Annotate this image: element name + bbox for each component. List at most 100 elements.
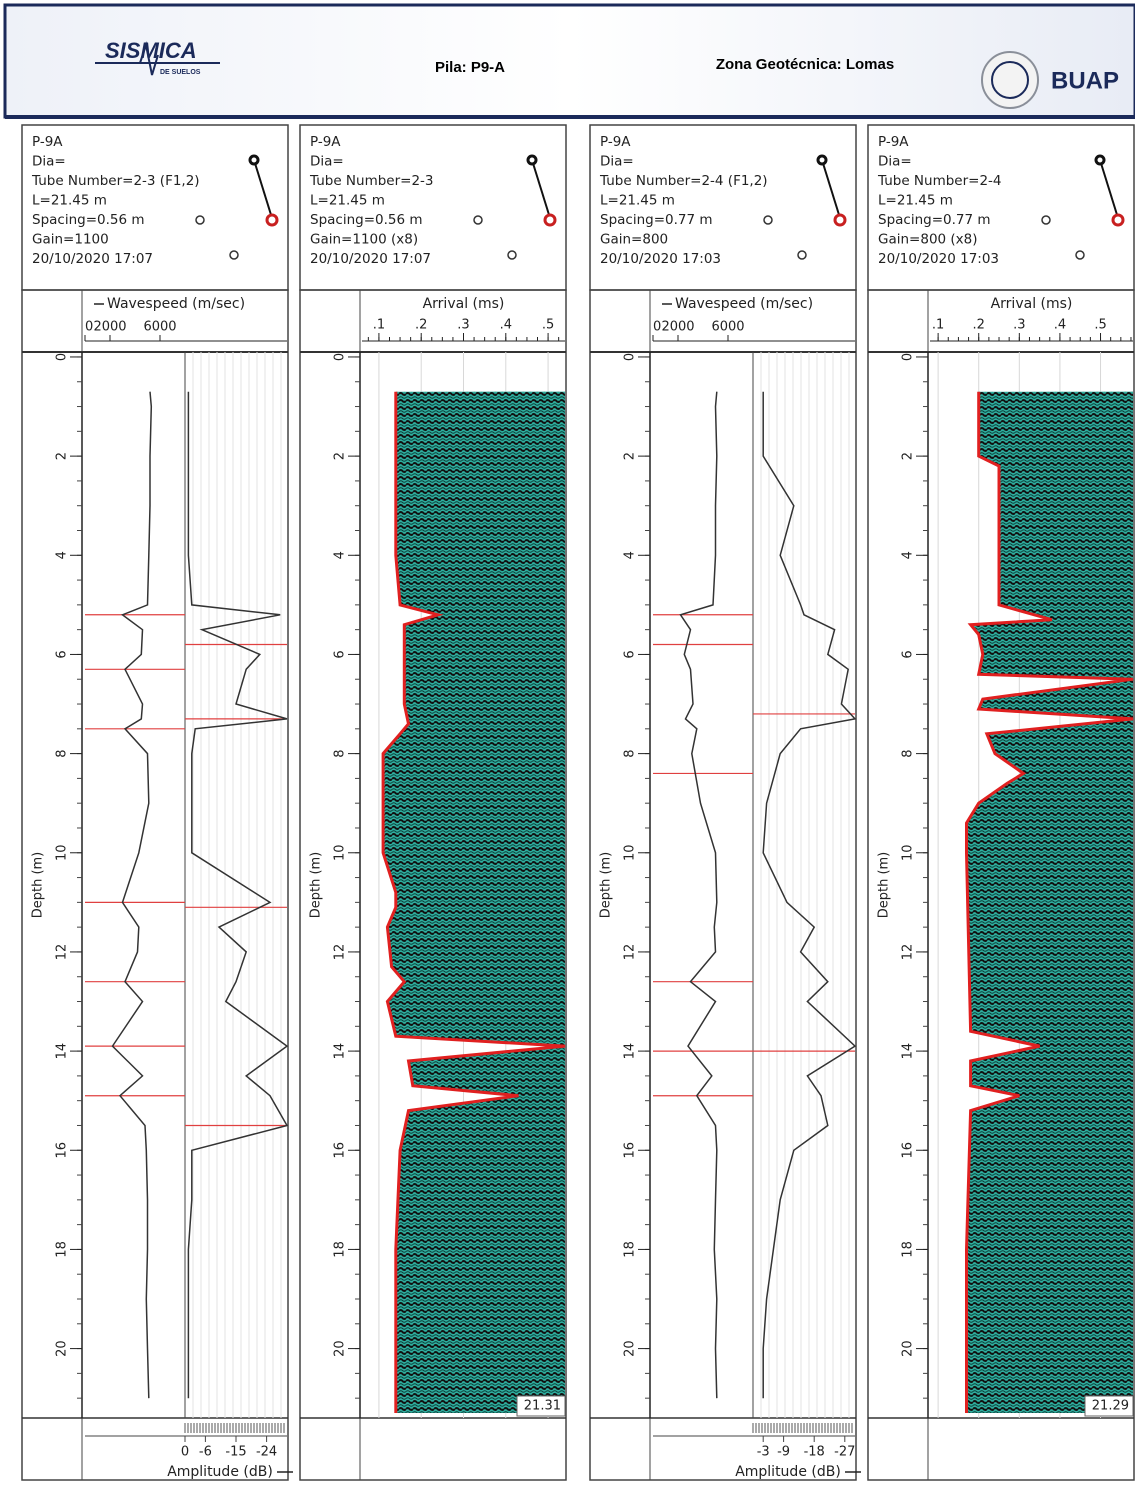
info-line: Spacing=0.77 m bbox=[600, 212, 713, 228]
info-line: P-9A bbox=[600, 134, 631, 150]
depth-tick-label: 10 bbox=[901, 844, 916, 861]
university-seal-inner bbox=[991, 61, 1029, 99]
depth-tick-label: 0 bbox=[623, 353, 638, 361]
info-line: Dia= bbox=[310, 154, 344, 170]
header: SISMICA DE SUELOS Pila: P9-A Zona Geotéc… bbox=[3, 3, 1135, 119]
x-tick-label: .3 bbox=[1013, 318, 1025, 333]
info-line: Tube Number=2-4 bbox=[877, 173, 1002, 189]
tube-other bbox=[1075, 250, 1085, 260]
trace-line bbox=[679, 391, 718, 1399]
tube-other bbox=[1041, 215, 1051, 225]
x-tick-label: .1 bbox=[373, 318, 385, 333]
depth-tick-label: 2 bbox=[333, 452, 348, 460]
info-line: Gain=800 bbox=[600, 232, 668, 248]
bottom-label-box bbox=[1084, 1395, 1134, 1417]
depth-tick-label: 4 bbox=[333, 551, 348, 559]
info-line: Gain=800 (x8) bbox=[878, 232, 978, 248]
tube-source bbox=[816, 154, 828, 166]
depth-tick-label: 6 bbox=[55, 650, 70, 658]
tube-source bbox=[526, 154, 538, 166]
x-tick-label: 0 bbox=[653, 320, 661, 335]
x-tick-label: .2 bbox=[973, 318, 985, 333]
tube-source bbox=[248, 154, 260, 166]
info-line: 20/10/2020 17:03 bbox=[878, 251, 999, 267]
depth-tick-label: 10 bbox=[55, 844, 70, 861]
x2-tick-label: -3 bbox=[757, 1445, 770, 1460]
tube-arrow bbox=[1099, 159, 1119, 219]
logo-wave bbox=[139, 41, 159, 76]
tube-other bbox=[797, 250, 807, 260]
x-tick-label: 2000 bbox=[93, 320, 126, 335]
tube-source bbox=[1094, 154, 1106, 166]
trace-line bbox=[187, 391, 289, 1399]
depth-tick-label: 0 bbox=[901, 353, 916, 361]
x2-tick-label: -18 bbox=[804, 1445, 825, 1460]
depth-tick-label: 6 bbox=[333, 650, 348, 658]
depth-tick-label: 10 bbox=[623, 844, 638, 861]
info-line: Gain=1100 bbox=[32, 232, 109, 248]
track-box bbox=[21, 289, 289, 1481]
tube-other bbox=[763, 215, 773, 225]
x-axis-label: Arrival (ms) bbox=[991, 296, 1073, 312]
legend-label: Wavespeed (m/sec) bbox=[675, 296, 813, 312]
depth-tick-label: 20 bbox=[333, 1340, 348, 1357]
x-tick-label: .2 bbox=[415, 318, 427, 333]
info-line: P-9A bbox=[310, 134, 341, 150]
depth-tick-label: 2 bbox=[623, 452, 638, 460]
legend-label: Wavespeed (m/sec) bbox=[107, 296, 245, 312]
tube-other bbox=[507, 250, 517, 260]
bottom-label: 21.29 bbox=[1092, 1399, 1129, 1414]
depth-tick-label: 20 bbox=[901, 1340, 916, 1357]
depth-tick-label: 8 bbox=[623, 749, 638, 757]
info-line: P-9A bbox=[32, 134, 63, 150]
x2-tick-label: -15 bbox=[225, 1445, 246, 1460]
info-box bbox=[299, 124, 567, 291]
depth-tick-label: 14 bbox=[333, 1043, 348, 1060]
x2-tick-label: -27 bbox=[834, 1445, 855, 1460]
info-line: 20/10/2020 17:03 bbox=[600, 251, 721, 267]
depth-tick-label: 6 bbox=[901, 650, 916, 658]
info-line: Spacing=0.56 m bbox=[32, 212, 145, 228]
x-tick-label: 0 bbox=[85, 320, 93, 335]
info-line: 20/10/2020 17:07 bbox=[310, 251, 431, 267]
x2-tick-label: -6 bbox=[199, 1445, 212, 1460]
depth-tick-label: 0 bbox=[55, 353, 70, 361]
info-line: Dia= bbox=[600, 154, 634, 170]
x-tick-label: .5 bbox=[1094, 318, 1106, 333]
zone-label: Zona Geotécnica: Lomas bbox=[716, 56, 894, 73]
info-box bbox=[21, 124, 289, 291]
depth-tick-label: 16 bbox=[901, 1142, 916, 1159]
depth-tick-label: 0 bbox=[333, 353, 348, 361]
university-seal bbox=[981, 51, 1039, 109]
info-line: L=21.45 m bbox=[878, 193, 953, 209]
depth-tick-label: 8 bbox=[333, 749, 348, 757]
depth-tick-label: 12 bbox=[333, 944, 348, 961]
depth-axis-label: Depth (m) bbox=[309, 852, 324, 919]
info-line: L=21.45 m bbox=[600, 193, 675, 209]
depth-axis-label: Depth (m) bbox=[599, 852, 614, 919]
bottom-label-box bbox=[516, 1395, 566, 1417]
trace-line bbox=[111, 391, 153, 1399]
x-tick-label: .3 bbox=[457, 318, 469, 333]
depth-tick-label: 12 bbox=[55, 944, 70, 961]
first-arrival-line bbox=[381, 391, 566, 1413]
tube-receiver bbox=[1111, 213, 1125, 227]
tube-arrow bbox=[531, 159, 551, 219]
logo-text: SISMICA bbox=[105, 38, 197, 63]
tube-receiver bbox=[833, 213, 847, 227]
depth-axis-label: Depth (m) bbox=[31, 852, 46, 919]
depth-tick-label: 20 bbox=[623, 1340, 638, 1357]
depth-tick-label: 16 bbox=[333, 1142, 348, 1159]
institution-label: BUAP bbox=[1051, 67, 1119, 94]
depth-tick-label: 4 bbox=[623, 551, 638, 559]
track-box bbox=[299, 289, 567, 1481]
info-line: Dia= bbox=[878, 154, 912, 170]
logo-subtext: DE SUELOS bbox=[160, 69, 201, 76]
depth-tick-label: 6 bbox=[623, 650, 638, 658]
x-tick-label: 6000 bbox=[143, 320, 176, 335]
x-tick-label: 6000 bbox=[711, 320, 744, 335]
info-line: Tube Number=2-3 (F1,2) bbox=[31, 173, 200, 189]
depth-tick-label: 4 bbox=[901, 551, 916, 559]
tube-receiver bbox=[543, 213, 557, 227]
